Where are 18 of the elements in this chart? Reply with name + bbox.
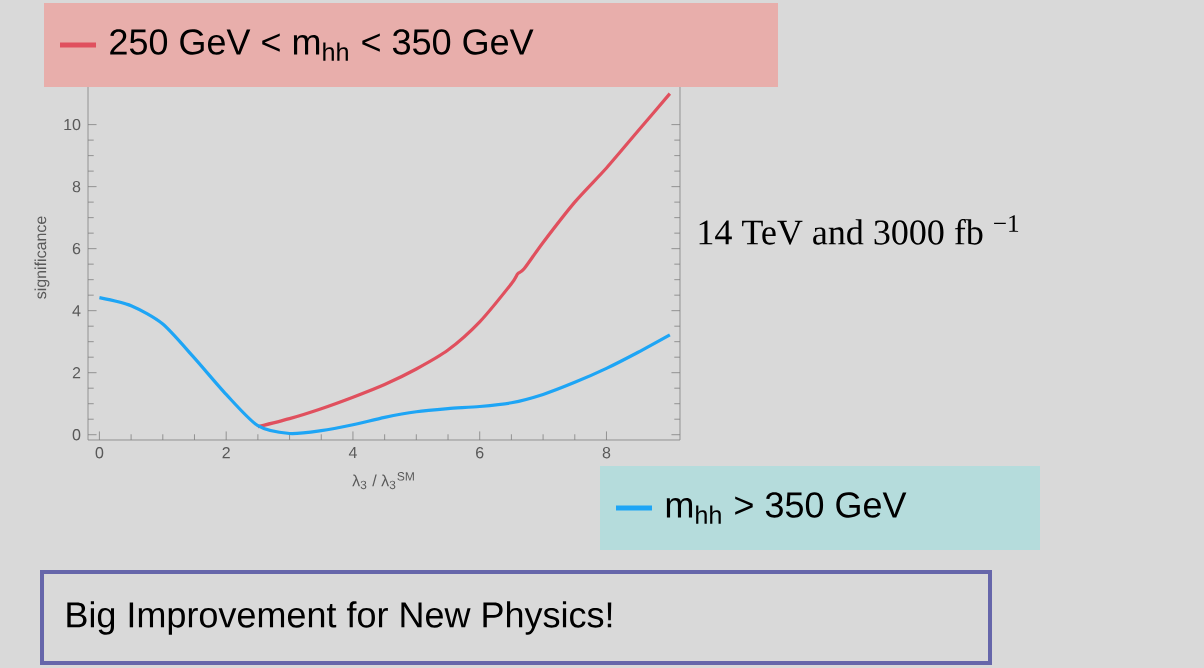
- x-axis-title: λ$_{3}$ / λ$_{3}$SM: [352, 472, 414, 490]
- y-tick-label: 4: [72, 305, 81, 317]
- y-tick-label: 10: [64, 118, 81, 131]
- text: 14 TeV and 3000 fb $^{−1}$: [699, 215, 1019, 245]
- y-tick-label: 0: [72, 429, 81, 441]
- x-tick-label: 0: [95, 447, 104, 459]
- legend-label: 250 GeV < m$_{hh}$ < 350 GeV: [110, 29, 534, 61]
- y-tick-label: 2: [72, 367, 81, 379]
- x-tick-label: 6: [476, 447, 484, 459]
- line-series: [97, 296, 672, 436]
- text: Big Improvement for New Physics!: [67, 601, 612, 635]
- legend-label: m$_{hh}$ > 350 GeV: [666, 492, 907, 524]
- x-tick-label: 8: [602, 447, 611, 459]
- y-tick-label: 6: [72, 242, 81, 255]
- x-tick-label: 2: [222, 447, 230, 459]
- y-tick-label: 8: [72, 180, 81, 193]
- y-axis-title: significance: [34, 216, 50, 299]
- x-tick-label: 4: [348, 447, 357, 459]
